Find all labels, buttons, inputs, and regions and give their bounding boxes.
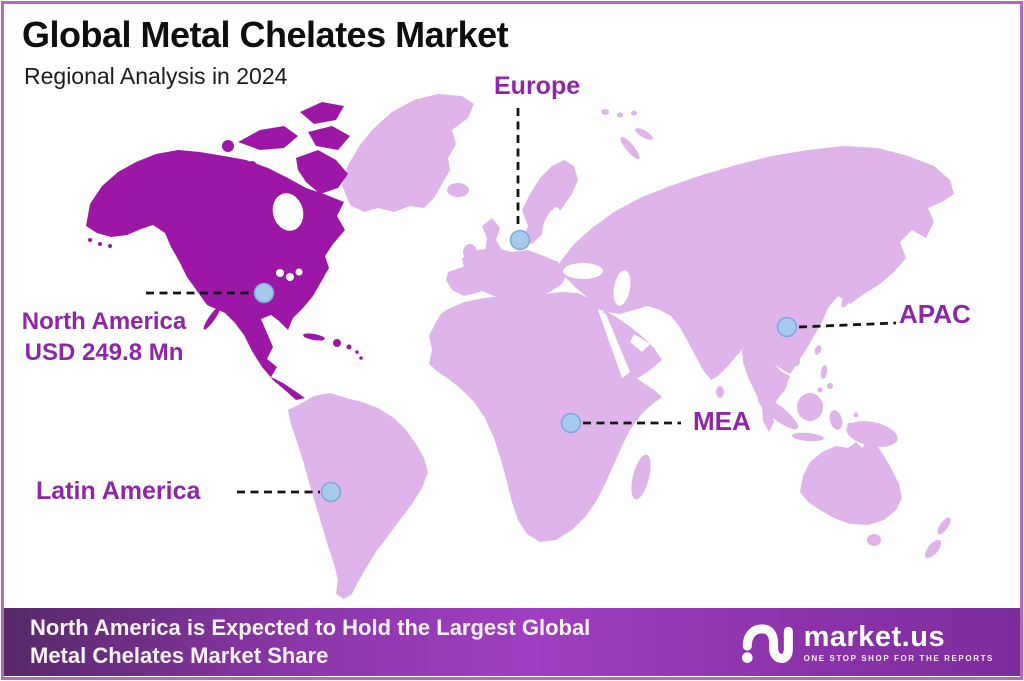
map-novaya-zemlya [620, 136, 640, 160]
map-arabia [600, 310, 662, 382]
map-greenland [342, 94, 474, 212]
map-hudson-bay [272, 193, 304, 231]
map-sri-lanka [716, 386, 724, 398]
map-europe [462, 248, 568, 303]
map-japan [841, 292, 851, 308]
footer-headline-line2: Metal Chelates Market Share [30, 643, 329, 668]
marker-mea [560, 412, 582, 434]
connector-lines [146, 108, 897, 494]
marker-europe [509, 229, 531, 251]
region-label-apac: APAC [899, 299, 971, 329]
region-value-north-america: USD 249.8 Mn [24, 339, 184, 366]
page-title: Global Metal Chelates Market [22, 14, 509, 55]
connector-apac [798, 321, 897, 329]
map-tasmania [867, 534, 881, 546]
map-philippines [820, 365, 828, 379]
footer-headline: North America is Expected to Hold the La… [30, 614, 590, 670]
map-australia [800, 438, 902, 525]
marker-latin-america [320, 481, 342, 503]
page-subtitle: Regional Analysis in 2024 [24, 63, 288, 89]
map-scandinavia [522, 160, 578, 244]
region-label-latin-america: Latin America [36, 477, 201, 505]
market-us-logo-icon [741, 624, 793, 663]
region-label-mea: MEA [693, 406, 751, 436]
map-svalbard [601, 109, 609, 115]
map-cuba [303, 333, 325, 341]
map-hainan [792, 358, 800, 366]
map-madagascar [631, 454, 651, 500]
map-persian-gulf [630, 334, 650, 352]
map-taiwan [814, 345, 822, 355]
map-iberia [446, 266, 488, 296]
map-java [792, 432, 824, 442]
map-regions-light [288, 94, 954, 599]
map-great-lakes [276, 269, 284, 277]
brand-tagline: ONE STOP SHOP FOR THE REPORTS [803, 653, 994, 663]
map-iceland [447, 183, 469, 197]
map-sakhalin [875, 230, 881, 250]
map-water-cutouts [272, 193, 650, 378]
marker-north-america [253, 282, 275, 304]
map-borneo [797, 393, 823, 421]
footer-banner: North America is Expected to Hold the La… [4, 608, 1020, 676]
marker-apac [776, 316, 798, 338]
map-africa [429, 292, 662, 542]
map-uk [482, 218, 503, 262]
brand-text: market.us ONE STOP SHOP FOR THE REPORTS [804, 622, 994, 663]
map-red-sea [598, 310, 630, 378]
region-label-north-america: North America USD 249.8 Mn [8, 306, 200, 368]
map-new-guinea [846, 421, 898, 447]
map-aleutians [88, 238, 92, 242]
map-new-zealand [937, 517, 951, 535]
header: Global Metal Chelates Market Regional An… [22, 14, 509, 90]
map-baltic-sea [542, 207, 560, 237]
region-label-north-america-name: North America [21, 308, 187, 335]
map-asia [560, 146, 954, 380]
map-baja [203, 306, 221, 330]
footer-headline-line1: North America is Expected to Hold the La… [30, 615, 591, 640]
map-ireland [463, 244, 477, 260]
map-south-america [288, 393, 428, 599]
map-black-sea [563, 263, 603, 279]
map-sumatra [757, 396, 799, 430]
map-caspian-sea [613, 270, 631, 306]
map-sulawesi [829, 410, 843, 430]
region-markers [253, 229, 798, 503]
map-hispaniola [333, 339, 341, 347]
brand-logo: market.us ONE STOP SHOP FOR THE REPORTS [740, 619, 994, 665]
map-indochina [742, 340, 790, 432]
region-label-europe: Europe [494, 72, 581, 100]
brand-name: market.us [803, 620, 946, 653]
